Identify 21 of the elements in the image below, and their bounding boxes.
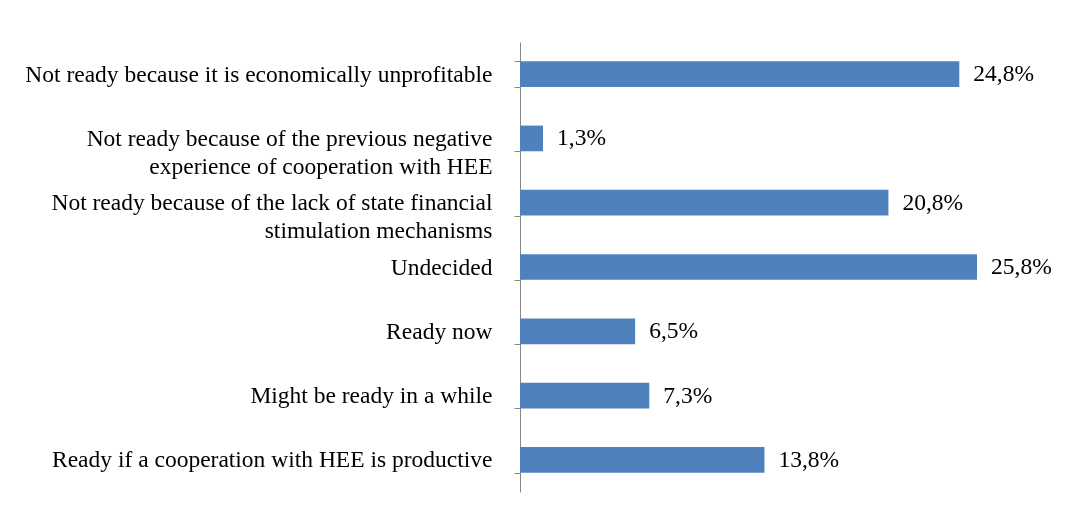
bar <box>520 318 636 345</box>
data-label: 20,8% <box>902 188 964 215</box>
y-tick-label: Ready now <box>386 317 493 344</box>
bar <box>520 382 650 409</box>
y-tick-label: Ready if a cooperation with HEE is productive <box>52 446 493 473</box>
data-label: 6,5% <box>649 317 699 344</box>
bar <box>520 125 544 152</box>
y-tick-label: Not ready because it is economically unprofitable <box>25 60 493 87</box>
bar <box>520 254 977 280</box>
data-label: 13,8% <box>778 445 840 472</box>
data-label: 1,3% <box>557 124 606 151</box>
bar <box>520 189 889 216</box>
data-label: 24,8% <box>973 60 1034 87</box>
data-label: 7,3% <box>663 381 713 408</box>
y-tick-label: Undecided <box>390 253 493 280</box>
y-tick-label: Might be ready in a while <box>250 382 493 409</box>
data-label: 25,8% <box>991 253 1052 279</box>
bar <box>520 61 960 87</box>
y-tick-label: Not ready because of the previous negative experience of cooperation with HEE <box>86 124 493 179</box>
y-tick-label: Not ready because of the lack of state financial stimulation mechanisms <box>51 189 493 244</box>
bar <box>520 447 765 473</box>
